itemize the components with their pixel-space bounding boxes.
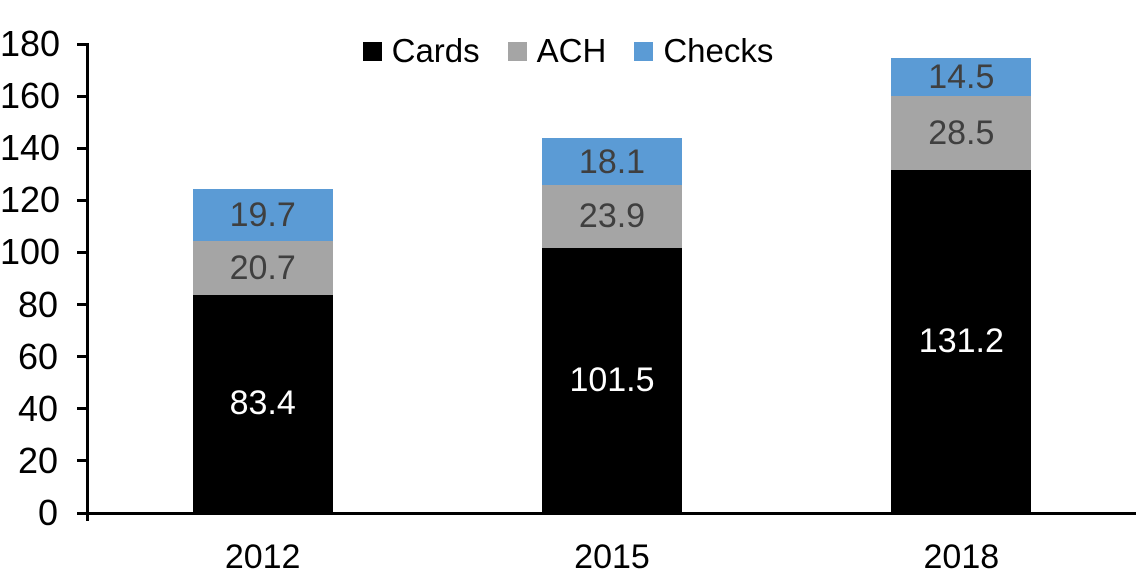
bar-segment-ach-2018: 28.5 <box>891 95 1032 171</box>
y-tick-120 <box>77 198 89 202</box>
legend-item-checks: Checks <box>634 32 773 70</box>
bar-value-label: 14.5 <box>928 58 995 96</box>
x-category-label-2015: 2015 <box>574 538 650 576</box>
y-tick-20 <box>77 459 89 463</box>
y-tick-label-0: 0 <box>37 492 58 533</box>
y-tick-40 <box>77 407 89 411</box>
y-tick-label-180: 180 <box>0 23 61 64</box>
legend-swatch-cards <box>362 41 382 61</box>
y-tick-60 <box>77 355 89 359</box>
x-category-label-2018: 2018 <box>923 538 1000 576</box>
legend-label: Checks <box>663 32 774 69</box>
bar-value-label: 83.4 <box>229 384 296 423</box>
y-tick-180 <box>77 42 89 46</box>
bar-segment-cards-2012: 83.4 <box>192 294 333 512</box>
bar-value-label: 19.7 <box>229 196 296 235</box>
bar-segment-cards-2015: 101.5 <box>542 247 682 512</box>
y-tick-label-120: 120 <box>0 179 61 221</box>
y-tick-label-100: 100 <box>0 231 61 273</box>
y-tick-label-140: 140 <box>0 127 61 169</box>
bar-value-label: 28.5 <box>928 114 995 153</box>
bar-value-label: 101.5 <box>569 360 655 399</box>
x-category-label-2012: 2012 <box>224 538 301 576</box>
bar-value-label: 20.7 <box>229 248 296 287</box>
chart-legend: Cards ACH Checks <box>0 32 1136 70</box>
bar-segment-checks-2018: 14.5 <box>891 58 1032 96</box>
legend-label: Cards <box>391 32 480 69</box>
y-tick-100 <box>77 250 89 254</box>
y-tick-160 <box>77 94 89 98</box>
bar-value-label: 131.2 <box>918 322 1004 361</box>
y-tick-label-60: 60 <box>17 335 58 377</box>
y-axis-line <box>86 44 89 521</box>
legend-label: ACH <box>536 32 607 69</box>
bar-value-label: 18.1 <box>578 142 646 181</box>
y-tick-80 <box>77 303 89 307</box>
y-tick-label-20: 20 <box>17 439 58 481</box>
bar-segment-cards-2018: 131.2 <box>891 170 1032 512</box>
bar-segment-checks-2015: 18.1 <box>542 138 682 186</box>
y-tick-label-160: 160 <box>0 75 61 117</box>
legend-item-ach: ACH <box>507 32 607 70</box>
y-tick-label-80: 80 <box>17 283 58 325</box>
y-tick-label-40: 40 <box>17 387 58 429</box>
bar-segment-ach-2012: 20.7 <box>192 240 333 295</box>
bar-segment-ach-2015: 23.9 <box>542 185 682 248</box>
x-axis-line <box>77 512 1136 515</box>
bar-segment-checks-2012: 19.7 <box>192 189 333 241</box>
legend-item-cards: Cards <box>362 32 480 70</box>
y-tick-140 <box>77 146 89 150</box>
bar-value-label: 23.9 <box>578 197 646 236</box>
legend-swatch-ach <box>507 41 527 61</box>
legend-swatch-checks <box>634 41 654 61</box>
